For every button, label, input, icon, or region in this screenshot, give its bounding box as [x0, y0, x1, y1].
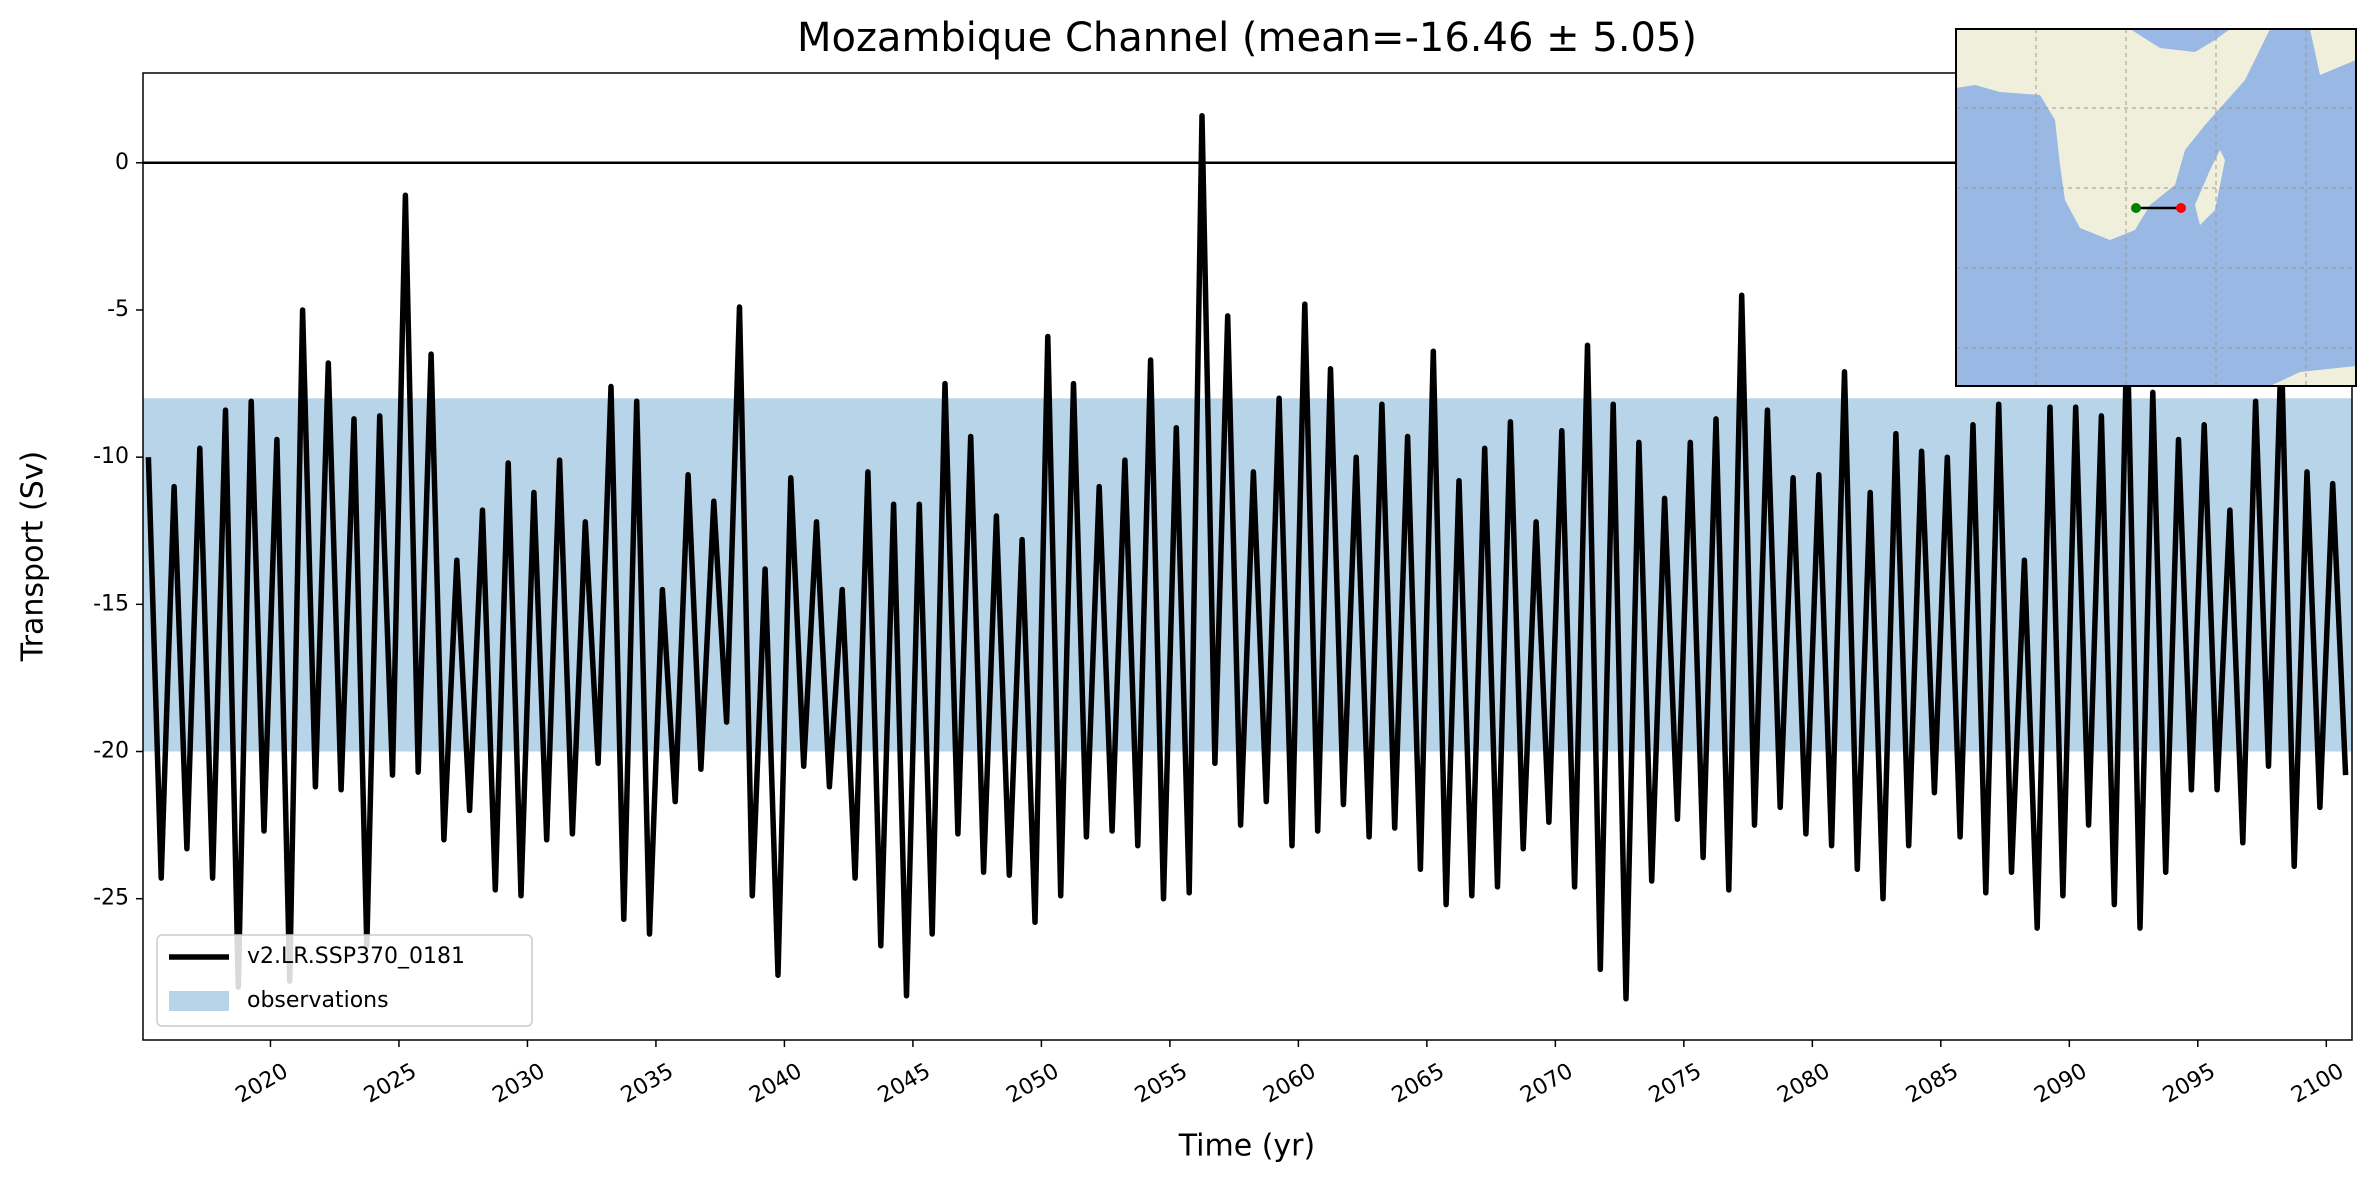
land [1956, 29, 2270, 240]
plot-frame [142, 72, 2353, 1041]
y-tick-label: 0 [115, 150, 129, 175]
map-grid [1956, 29, 2356, 386]
legend-label: v2.LR.SSP370_0181 [247, 944, 465, 969]
y-tick-label: -20 [93, 739, 129, 764]
x-tick-label: 2065 [1388, 1059, 1449, 1109]
x-tick-label: 2045 [874, 1059, 935, 1109]
legend-label: observations [247, 988, 389, 1013]
y-tick-label: -25 [93, 886, 129, 911]
x-axis-label: Time (yr) [1178, 1129, 1315, 1164]
x-tick-label: 2025 [360, 1059, 421, 1109]
x-tick-label: 2035 [617, 1059, 678, 1109]
x-tick-label: 2055 [1131, 1059, 1192, 1109]
series-group [145, 112, 2349, 1002]
x-tick-label: 2040 [745, 1059, 806, 1109]
y-tick-label: -15 [93, 591, 129, 616]
land [2270, 366, 2356, 386]
y-tick-label: -5 [107, 297, 129, 322]
series-line [145, 112, 2349, 1002]
legend-patch [169, 991, 229, 1011]
y-axis-label: Transport (Sv) [16, 451, 51, 663]
chart-title: Mozambique Channel (mean=-16.46 ± 5.05) [797, 15, 1697, 61]
x-tick-label: 2100 [2287, 1059, 2348, 1109]
map-frame [1955, 28, 2357, 387]
land [2195, 150, 2225, 225]
section-end [2176, 203, 2186, 213]
section-start [2131, 203, 2141, 213]
x-tick-label: 2085 [1902, 1059, 1963, 1109]
x-tick-label: 2095 [2159, 1059, 2220, 1109]
y-tick-label: -10 [93, 444, 129, 469]
x-tick-label: 2080 [1773, 1059, 1834, 1109]
map-inset [1955, 28, 2357, 387]
x-tick-label: 2070 [1516, 1059, 1577, 1109]
x-tick-label: 2020 [231, 1059, 292, 1109]
land [2310, 29, 2356, 75]
legend-box [156, 934, 533, 1027]
x-tick-label: 2050 [1002, 1059, 1063, 1109]
x-tick-label: 2030 [488, 1059, 549, 1109]
x-tick-label: 2090 [2030, 1059, 2091, 1109]
x-tick-label: 2075 [1645, 1059, 1706, 1109]
x-tick-label: 2060 [1259, 1059, 1320, 1109]
